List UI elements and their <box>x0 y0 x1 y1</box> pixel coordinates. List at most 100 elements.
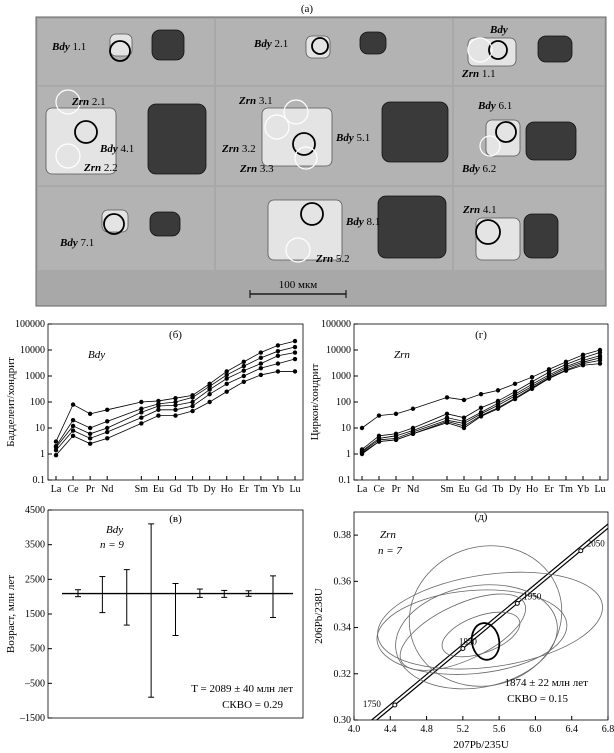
grain-image-cl <box>267 199 343 261</box>
data-point <box>139 399 144 405</box>
grain-image-bse <box>149 211 181 237</box>
y-tick-label: 0.1 <box>339 475 352 486</box>
y-tick-label: 0.34 <box>334 623 352 634</box>
age-annotation: T = 2089 ± 40 млн лет <box>191 683 293 695</box>
x-tick-label: 4.4 <box>384 724 397 735</box>
data-point <box>546 376 552 381</box>
x-tick-label: Eu <box>458 484 469 495</box>
concordia-age-label: 1850 <box>459 637 478 647</box>
analysis-spot-circle <box>55 89 81 115</box>
micrograph-cell: Bdy 1.1 <box>38 19 214 85</box>
spot-label: Zrn 4.1 <box>462 204 497 216</box>
mineral-label: Zrn <box>380 529 396 541</box>
data-point <box>597 350 603 355</box>
mswd-annotation: СКВО = 0.29 <box>222 699 283 711</box>
y-tick-label: 10 <box>341 423 351 434</box>
y-tick-label: 1500 <box>25 609 45 620</box>
data-point <box>207 391 212 397</box>
series-line <box>361 363 601 455</box>
grain-image-bse <box>377 195 447 259</box>
data-point <box>258 365 264 371</box>
spot-label: Bdy 2.1 <box>253 38 288 50</box>
concordia-chart: 1750 1850 1950 2050 4.0 4.4 4.8 5.2 5.6 6.0 6.4 6.8… <box>313 511 614 751</box>
error-ellipse <box>408 545 563 687</box>
data-point <box>478 405 484 410</box>
data-point <box>359 451 365 457</box>
concordia-curve <box>370 523 608 720</box>
data-point <box>190 408 195 414</box>
data-point <box>190 395 195 400</box>
micrograph-cell: Zrn 3.1 Zrn 3.2 Zrn 3.3 Bdy 5.1 <box>216 87 452 185</box>
x-tick-label: Yb <box>577 484 589 495</box>
concordia-age-label: 2050 <box>587 539 606 549</box>
data-point <box>156 407 161 413</box>
data-point <box>139 415 144 420</box>
y-tick-label: 100000 <box>321 319 351 330</box>
plot-frame <box>353 511 609 721</box>
data-point <box>461 425 467 431</box>
y-tick-label: 4500 <box>25 505 45 516</box>
data-point <box>241 359 246 365</box>
data-point <box>173 403 178 408</box>
data-point <box>410 431 416 436</box>
series-line <box>55 371 295 456</box>
x-tick-label: Tb <box>492 484 503 495</box>
y-tick-label: 0.32 <box>334 669 352 680</box>
micrograph-cell: Zrn 2.1 Bdy 4.1 Zrn 2.2 <box>38 87 214 185</box>
analysis-spot-circle <box>283 99 309 125</box>
analysis-spot-circle <box>479 135 501 157</box>
series-line <box>55 358 296 451</box>
data-point <box>597 358 603 363</box>
spot-label: Zrn 1.1 <box>461 68 496 80</box>
x-tick-label: Gd <box>169 484 181 495</box>
x-tick-label: Dy <box>204 484 216 495</box>
data-point <box>53 448 59 453</box>
data-point <box>275 343 281 348</box>
data-point <box>241 363 246 369</box>
age-annotation: 1874 ± 22 млн лет <box>504 677 588 689</box>
n-label: n = 7 <box>378 545 402 557</box>
analysis-spot-circle <box>103 213 125 235</box>
analysis-spot-circle <box>311 37 329 55</box>
grain-image-bse <box>523 213 559 259</box>
data-point <box>105 425 110 431</box>
analysis-spot-circle <box>300 202 324 226</box>
x-tick-label: Tb <box>187 484 198 495</box>
data-point <box>105 419 110 424</box>
data-point <box>275 361 281 366</box>
error-ellipse <box>377 571 603 670</box>
concordia-age-marker <box>392 702 398 708</box>
data-point <box>275 369 281 374</box>
data-point <box>87 436 93 441</box>
series-line <box>55 346 296 447</box>
y-tick-label: 1000 <box>331 371 351 382</box>
data-point <box>495 406 501 411</box>
data-point <box>529 386 535 392</box>
data-point <box>495 388 501 393</box>
x-tick-label: Er <box>239 484 249 495</box>
micrograph-cell: Zrn 4.1 <box>454 187 604 270</box>
y-tick-label: 500 <box>30 644 45 655</box>
x-tick-label: 6.8 <box>602 724 614 735</box>
mineral-label: Bdy <box>88 349 105 361</box>
data-point <box>292 356 298 362</box>
spot-label: Bdy 7.1 <box>59 237 94 249</box>
data-point <box>478 414 484 419</box>
data-point <box>70 423 76 429</box>
spot-label: Zrn 2.2 <box>83 162 118 174</box>
concordia-age-marker <box>460 646 466 652</box>
data-point <box>258 350 264 355</box>
analysis-spot-circle <box>74 120 98 144</box>
x-tick-label: La <box>51 484 62 495</box>
data-point <box>292 338 298 344</box>
spot-label: Bdy 6.1 <box>477 100 512 112</box>
x-tick-label: Ce <box>68 484 80 495</box>
n-label: n = 9 <box>100 539 124 551</box>
data-point <box>444 420 450 425</box>
x-tick-label: Ho <box>221 484 233 495</box>
data-point <box>580 363 586 368</box>
data-point <box>292 369 298 374</box>
panel-label: (в) <box>169 513 182 525</box>
error-ellipse <box>399 593 527 671</box>
